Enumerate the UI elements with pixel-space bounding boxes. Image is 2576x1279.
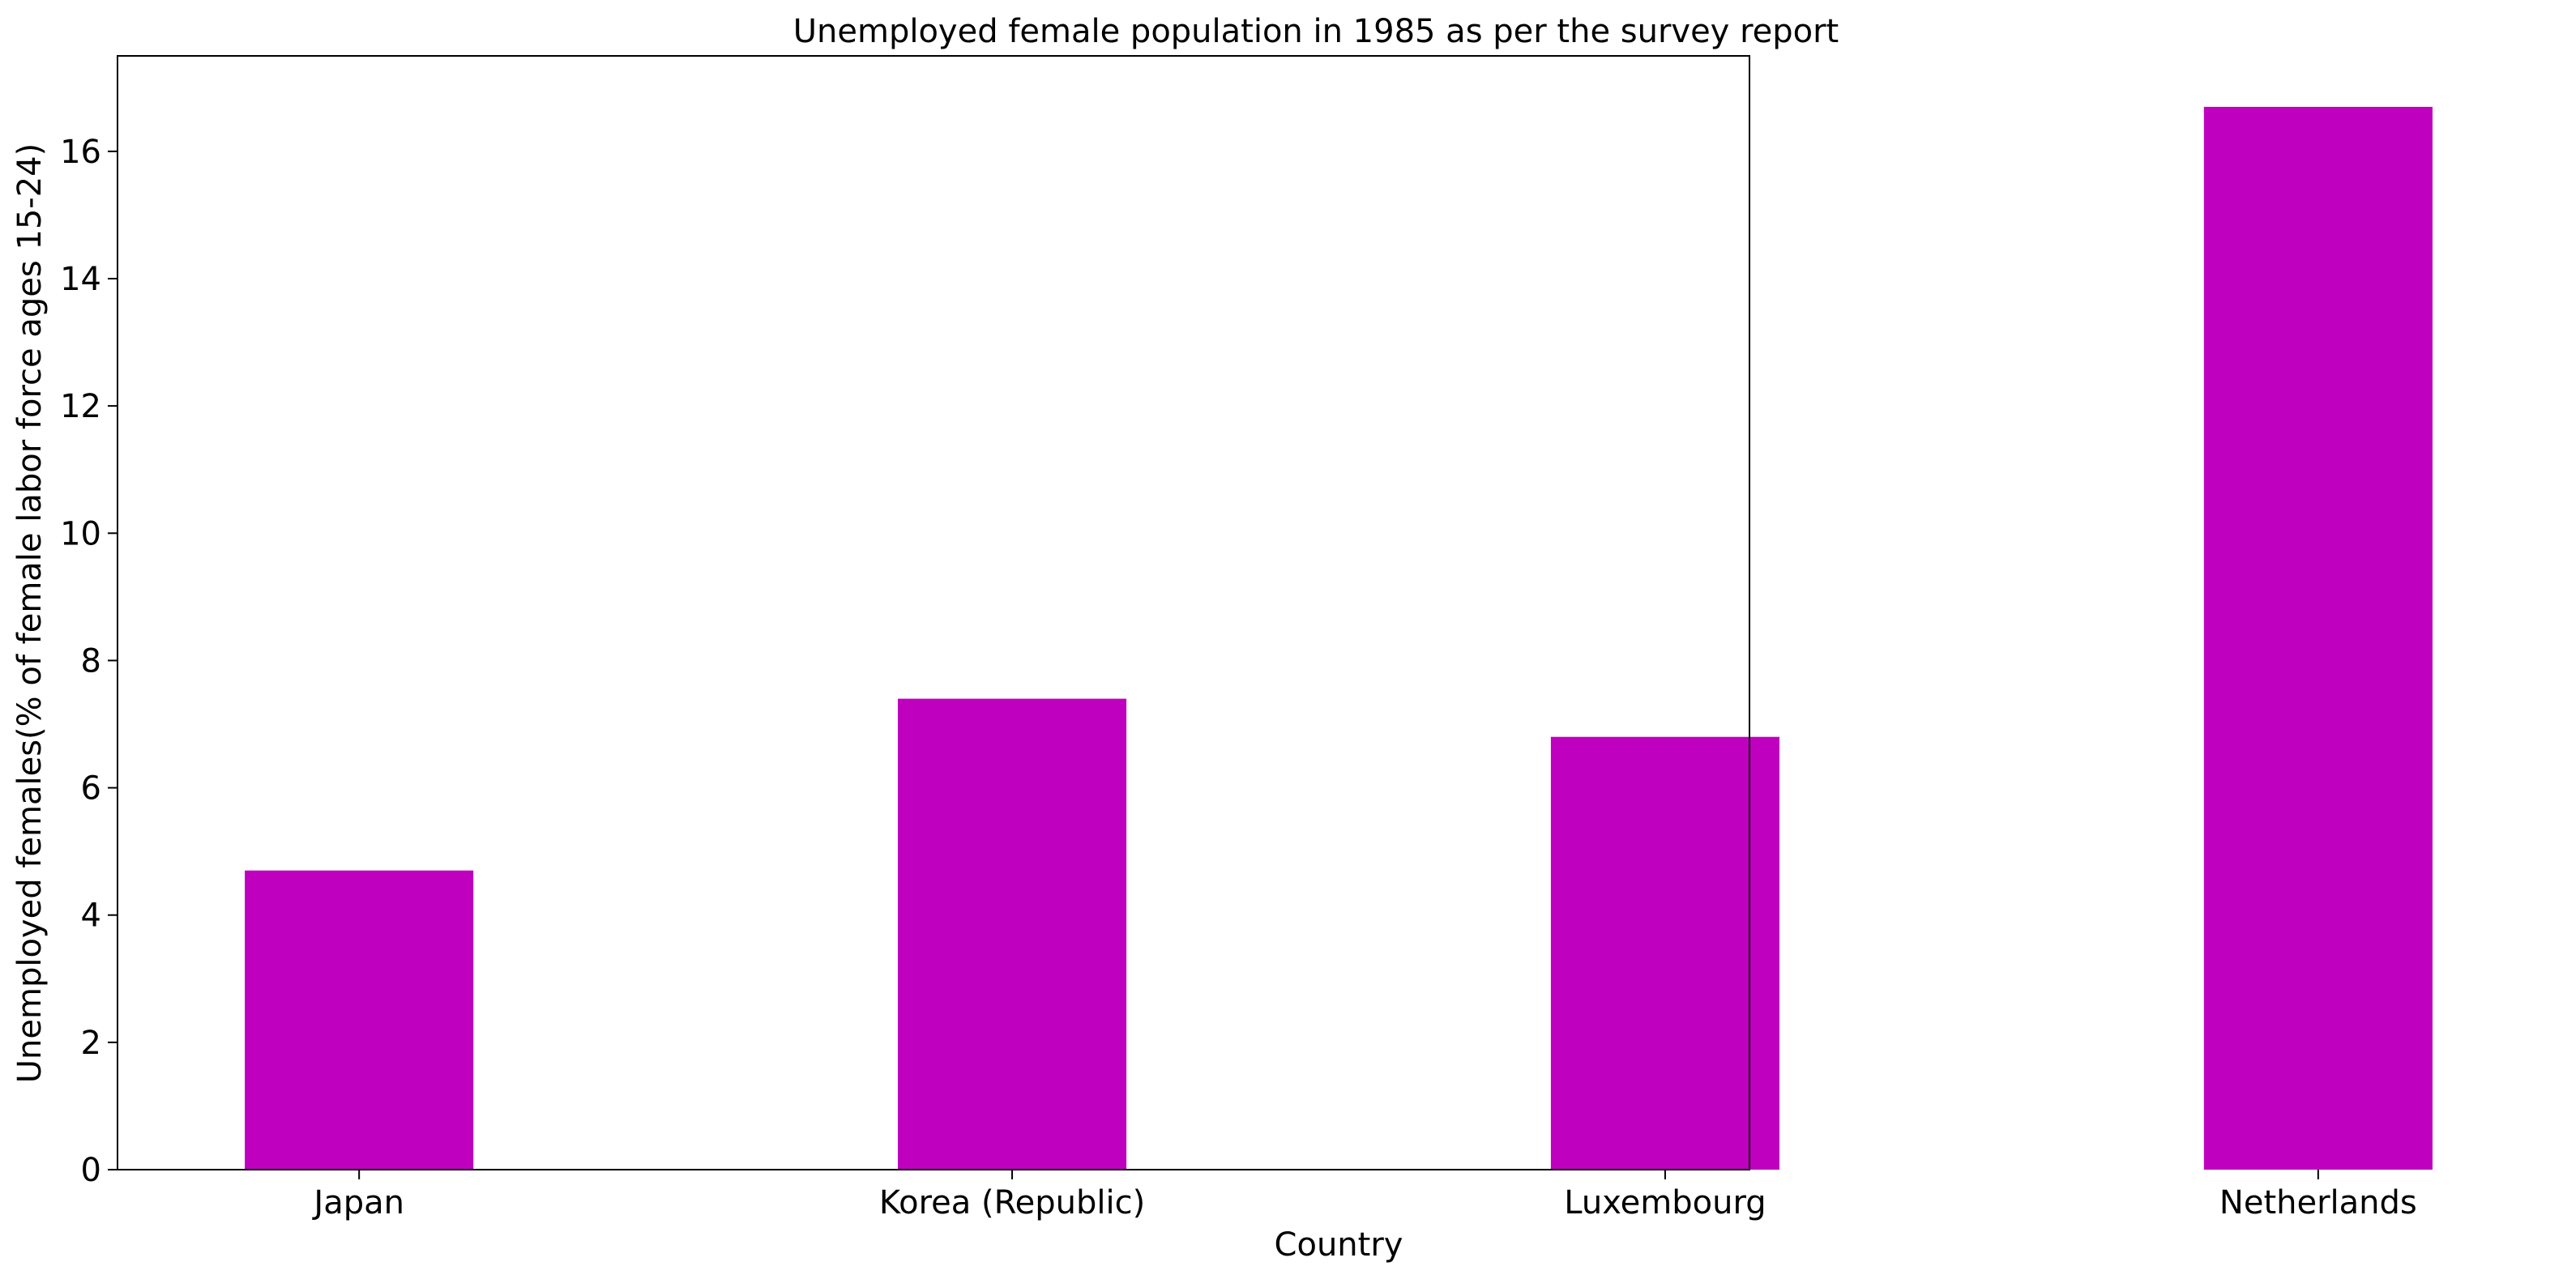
y-tick-label: 4 [81,897,101,935]
y-tick-label: 8 [81,642,101,680]
bar-netherlands [2203,106,2433,1170]
y-tick-label: 0 [81,1152,101,1189]
y-tick-label: 16 [60,134,101,171]
x-tick-label: Japan [311,1184,404,1221]
y-axis: 0 2 4 6 8 10 12 14 16 [60,134,117,1189]
x-axis-label: Country [1275,1226,1403,1264]
y-axis-label: Unemployed females(% of female labor for… [11,143,49,1084]
bar-luxembourg [1550,736,1779,1170]
x-tick-label: Luxembourg [1564,1184,1766,1221]
x-tick-label: Korea (Republic) [879,1184,1145,1221]
y-tick-label: 2 [81,1025,101,1062]
x-axis: Japan Korea (Republic) Luxembourg Netherlan… [311,1170,2417,1221]
bars-group [245,106,2433,1170]
chart-title: Unemployed female population in 1985 as … [793,13,1839,50]
plot-frame [117,55,1750,1170]
bar-japan [245,870,474,1170]
y-tick-label: 6 [81,770,101,808]
y-tick-label: 12 [60,388,101,425]
y-tick-label: 14 [60,261,101,298]
x-tick-label: Netherlands [2219,1184,2417,1221]
bar-korea-republic [898,698,1127,1170]
y-tick-label: 10 [60,515,101,552]
